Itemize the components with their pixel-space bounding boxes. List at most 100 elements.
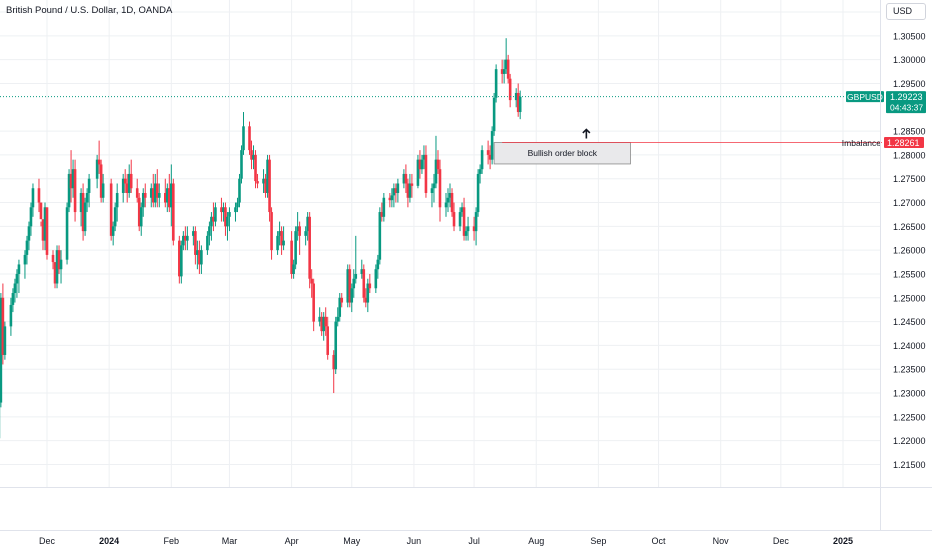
candles-layer bbox=[0, 38, 521, 448]
candle-body bbox=[391, 195, 394, 200]
candle-body bbox=[298, 226, 301, 236]
candle-body bbox=[112, 226, 115, 236]
candle-body bbox=[234, 207, 237, 212]
candle-body bbox=[228, 212, 231, 217]
candle-body bbox=[74, 169, 77, 212]
candle-body bbox=[453, 212, 456, 226]
y-tick-label: 1.27500 bbox=[893, 174, 926, 184]
candle-body bbox=[102, 183, 105, 197]
candle-body bbox=[304, 231, 307, 236]
y-tick-label: 1.26000 bbox=[893, 246, 926, 256]
candle-body bbox=[30, 207, 33, 226]
candle-body bbox=[312, 284, 315, 322]
candle-body bbox=[214, 207, 217, 221]
y-tick-label: 1.22000 bbox=[893, 436, 926, 446]
x-tick-label: Dec bbox=[773, 536, 790, 546]
candle-body bbox=[425, 155, 428, 193]
candle-body bbox=[350, 288, 353, 302]
candle-body bbox=[16, 274, 19, 284]
x-tick-label: 2025 bbox=[833, 536, 853, 546]
y-tick-label: 1.30500 bbox=[893, 31, 926, 41]
y-tick-label: 1.25500 bbox=[893, 269, 926, 279]
candle-body bbox=[477, 174, 480, 212]
candle-body bbox=[208, 226, 211, 236]
candle-body bbox=[334, 322, 337, 370]
x-tick-label: May bbox=[343, 536, 361, 546]
candle-body bbox=[226, 217, 229, 227]
candle-body bbox=[383, 198, 386, 217]
candle-body bbox=[491, 131, 494, 160]
bar-countdown: 04:43:37 bbox=[890, 103, 923, 113]
candle-body bbox=[310, 279, 313, 284]
order-block-label: Bullish order block bbox=[528, 148, 598, 158]
candle-body bbox=[46, 207, 49, 255]
candle-body bbox=[180, 245, 183, 276]
candle-body bbox=[24, 255, 27, 265]
candle-body bbox=[503, 69, 506, 74]
candle-body bbox=[270, 212, 273, 250]
x-tick-label: Aug bbox=[528, 536, 544, 546]
candle-body bbox=[116, 193, 119, 207]
y-tick-label: 1.22500 bbox=[893, 412, 926, 422]
candle-body bbox=[308, 217, 311, 279]
x-tick-label: Feb bbox=[164, 536, 180, 546]
candle-body bbox=[124, 179, 127, 184]
candle-body bbox=[66, 207, 69, 259]
candle-body bbox=[433, 183, 436, 188]
y-tick-label: 1.24000 bbox=[893, 341, 926, 351]
x-tick-label: Nov bbox=[713, 536, 730, 546]
imbalance-price-value: 1.28261 bbox=[887, 138, 920, 148]
candle-body bbox=[172, 183, 175, 240]
candle-body bbox=[86, 193, 89, 203]
candle-body bbox=[276, 236, 279, 250]
y-tick-label: 1.25000 bbox=[893, 293, 926, 303]
x-tick-label: Sep bbox=[590, 536, 606, 546]
candle-body bbox=[130, 174, 133, 188]
x-tick-label: Dec bbox=[39, 536, 56, 546]
currency-selector-button[interactable]: USD bbox=[886, 3, 926, 20]
candle-body bbox=[467, 226, 470, 231]
candle-body bbox=[238, 179, 241, 203]
candle-body bbox=[186, 236, 189, 241]
y-tick-label: 1.28500 bbox=[893, 127, 926, 137]
candle-body bbox=[256, 181, 259, 183]
candle-body bbox=[158, 193, 161, 198]
candle-body bbox=[40, 203, 43, 220]
candle-body bbox=[114, 207, 117, 226]
candle-body bbox=[268, 160, 271, 212]
candle-body bbox=[405, 174, 408, 184]
candle-body bbox=[354, 274, 357, 279]
candle-body bbox=[98, 160, 101, 165]
candle-body bbox=[439, 169, 442, 207]
y-tick-label: 1.28000 bbox=[893, 150, 926, 160]
candle-body bbox=[352, 279, 355, 289]
candle-body bbox=[206, 236, 209, 250]
order-block-layer: Bullish order block bbox=[494, 143, 630, 164]
y-tick-label: 1.23500 bbox=[893, 365, 926, 375]
candle-body bbox=[144, 193, 147, 198]
x-tick-label: 2024 bbox=[99, 536, 119, 546]
candle-body bbox=[292, 264, 295, 274]
candle-body bbox=[10, 305, 13, 326]
candle-body bbox=[28, 226, 31, 240]
candle-body bbox=[326, 326, 329, 355]
candle-body bbox=[377, 260, 380, 270]
candle-body bbox=[200, 250, 203, 264]
imbalance-label: Imbalance bbox=[842, 138, 881, 148]
x-tick-label: Jun bbox=[407, 536, 422, 546]
candle-body bbox=[375, 269, 378, 288]
candle-body bbox=[26, 241, 29, 255]
y-tick-label: 1.24500 bbox=[893, 317, 926, 327]
candle-body bbox=[336, 317, 339, 322]
candle-body bbox=[475, 212, 478, 231]
candle-body bbox=[136, 188, 139, 198]
candle-body bbox=[18, 264, 21, 274]
candle-body bbox=[493, 98, 496, 131]
candle-body bbox=[459, 212, 462, 226]
candle-body bbox=[437, 160, 440, 170]
candle-body bbox=[340, 298, 343, 303]
chart-title: British Pound / U.S. Dollar, 1D, OANDA bbox=[6, 5, 172, 16]
symbol-tag: GBPUSD bbox=[847, 92, 883, 102]
